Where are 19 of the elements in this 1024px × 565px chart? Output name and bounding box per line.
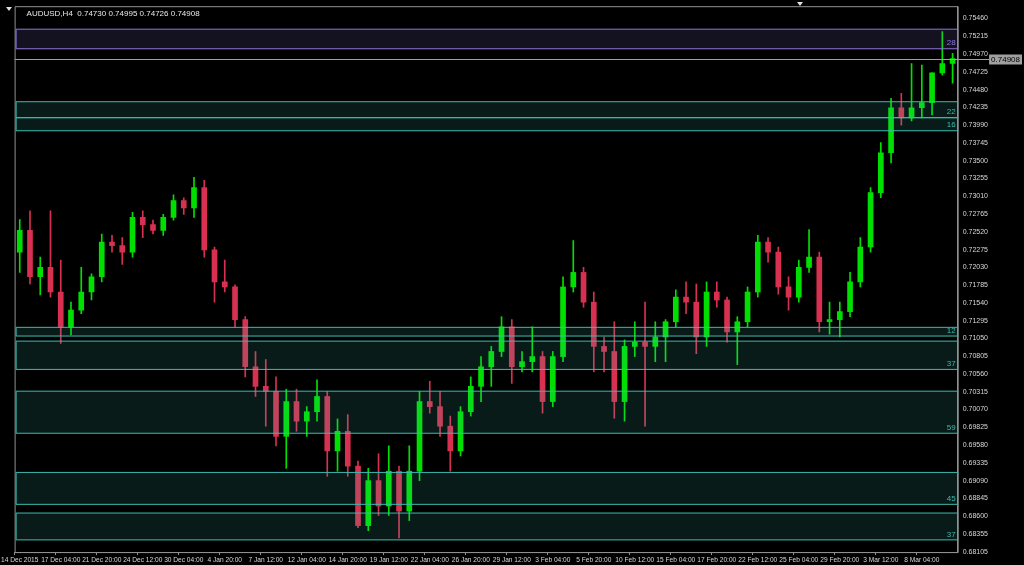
candlestick xyxy=(109,235,115,253)
candlestick xyxy=(918,64,925,119)
band-label: 37 xyxy=(946,359,957,369)
candlestick xyxy=(806,229,812,273)
band-label: 59 xyxy=(946,422,957,432)
chart-title: AUDUSD,H4 0.74730 0.74995 0.74726 0.74908 xyxy=(26,9,201,19)
band-label: 22 xyxy=(946,107,957,117)
candlestick xyxy=(221,259,228,293)
candlestick xyxy=(262,359,269,427)
ref-line-label: 0.74908 xyxy=(991,54,1021,64)
candlestick xyxy=(426,380,433,414)
candlestick xyxy=(642,301,648,427)
band-label: 45 xyxy=(946,494,957,504)
candlestick xyxy=(683,281,689,315)
band-label: 37 xyxy=(946,529,957,539)
band-label: 28 xyxy=(946,38,957,48)
band-label: 16 xyxy=(946,120,957,130)
band-label: 12 xyxy=(946,325,957,335)
candlestick xyxy=(119,237,126,265)
